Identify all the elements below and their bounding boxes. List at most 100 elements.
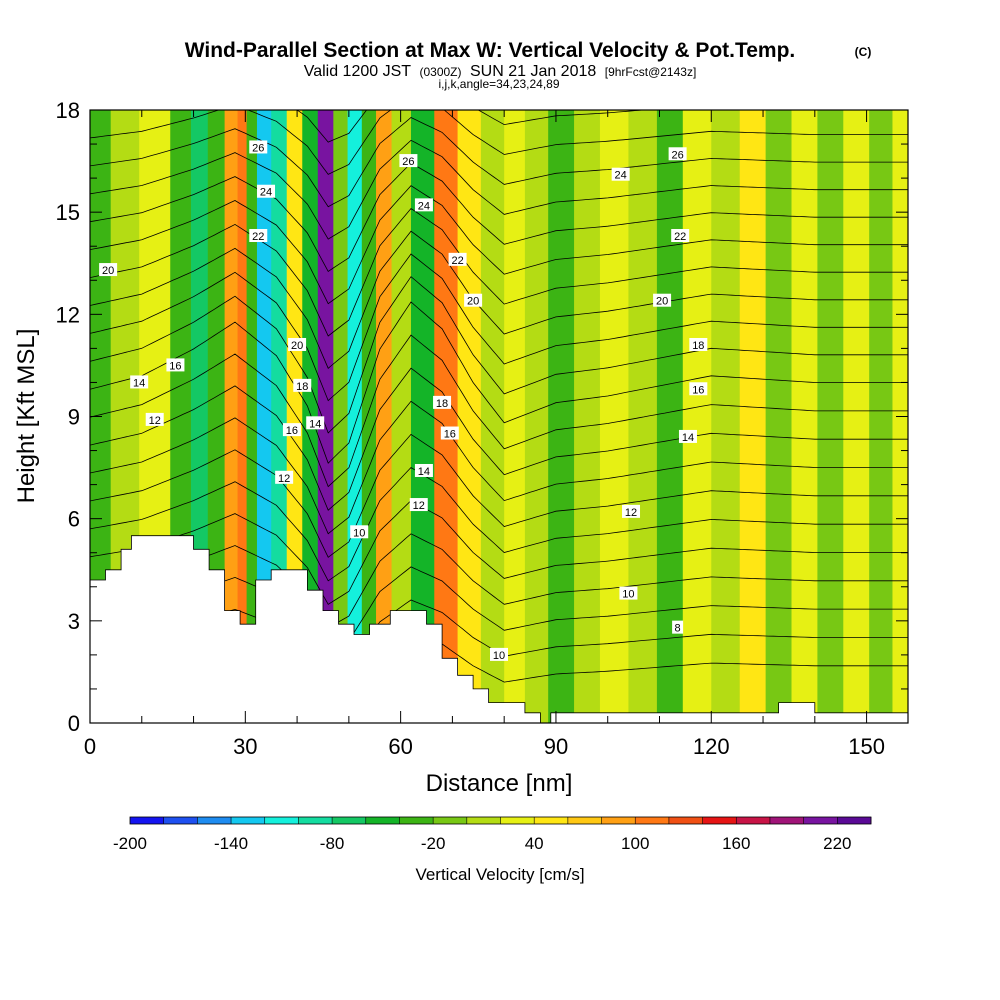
contour-label: 20 — [653, 293, 672, 308]
theta-contour-line — [90, 433, 908, 558]
contour-label-text: 24 — [260, 187, 272, 199]
theta-contour-line — [90, 566, 908, 652]
chart-subtitle: Valid 1200 JST (0300Z) SUN 21 Jan 2018 [… — [304, 63, 697, 80]
contour-label-text: 8 — [675, 623, 681, 635]
velocity-band — [791, 110, 818, 723]
y-tick-label: 9 — [68, 405, 80, 430]
contour-label: 16 — [282, 423, 301, 437]
theta-contour-line — [90, 207, 908, 337]
contour-label: 12 — [622, 504, 641, 519]
contour-label-text: 16 — [286, 425, 298, 437]
contour-label: 12 — [275, 470, 294, 485]
contour-label-text: 20 — [467, 296, 479, 308]
contour-label: 24 — [257, 184, 276, 199]
chart-title: Wind-Parallel Section at Max W: Vertical… — [185, 39, 796, 62]
velocity-band — [224, 110, 239, 723]
y-tick-label: 12 — [56, 302, 80, 327]
contour-label: 12 — [409, 498, 428, 512]
chart-subtitle-indices: i,j,k,angle=34,23,24,89 — [438, 77, 559, 91]
velocity-band — [817, 110, 844, 723]
theta-contour-line — [90, 110, 908, 175]
contour-label: 26 — [668, 147, 687, 161]
colorbar-swatch — [231, 817, 266, 824]
colorbar-swatch — [668, 817, 703, 824]
contour-label-text: 20 — [656, 296, 668, 308]
y-axis-label: Height [Kft MSL] — [13, 329, 40, 504]
contour-label: 24 — [414, 198, 433, 212]
y-tick-label: 15 — [56, 200, 80, 225]
theta-contour-line — [90, 162, 908, 272]
colorbar-swatch — [399, 817, 434, 824]
theta-contour-line — [90, 230, 908, 369]
contour-label-text: 20 — [102, 265, 114, 277]
contour-label: 18 — [433, 395, 452, 410]
contour-label: 16 — [166, 358, 185, 372]
y-tick-label: 6 — [68, 507, 80, 532]
contour-label: 10 — [490, 647, 508, 662]
velocity-band — [682, 110, 712, 723]
contour-label: 10 — [619, 586, 638, 601]
colorbar-tick-label: 100 — [621, 834, 649, 853]
velocity-band — [739, 110, 767, 723]
colorbar-swatch — [601, 817, 636, 824]
colorbar-swatch — [163, 817, 198, 824]
chart-title-suffix: (C) — [855, 45, 872, 59]
velocity-band — [574, 110, 601, 723]
subtitle-utc: (0300Z) — [419, 65, 461, 79]
contour-label-text: 12 — [278, 473, 290, 485]
colorbar-tick-label: -20 — [421, 834, 446, 853]
colorbar: -200 -140 -80 -20 40 100 160 220 — [113, 816, 872, 853]
theta-contour-line — [90, 276, 908, 434]
theta-contour-line — [90, 253, 908, 402]
velocity-band — [347, 110, 363, 723]
x-tick-label: 0 — [84, 734, 96, 759]
contour-label-text: 26 — [252, 142, 264, 154]
terrain — [90, 535, 908, 723]
x-tick-label: 90 — [544, 734, 568, 759]
colorbar-swatch — [264, 817, 299, 824]
theta-contour-line — [90, 466, 908, 582]
contour-label-text: 12 — [625, 507, 637, 519]
subtitle-forecast: [9hrFcst@2143z] — [605, 65, 697, 79]
velocity-band — [246, 110, 258, 723]
contour-label: 26 — [249, 140, 268, 154]
colorbar-swatch — [567, 817, 602, 824]
contour-label: 20 — [464, 293, 483, 308]
x-tick-label: 150 — [848, 734, 885, 759]
contour-label-text: 26 — [402, 156, 414, 168]
contour-label-text: 24 — [418, 200, 430, 212]
velocity-band — [376, 110, 393, 723]
colorbar-swatch — [365, 817, 400, 824]
axes: 0 30 60 90 120 150 0 3 6 9 12 15 18 — [56, 98, 909, 759]
contour-label: 16 — [689, 382, 708, 396]
contour-label-text: 16 — [692, 384, 704, 396]
colorbar-swatch — [702, 817, 737, 824]
y-tick-label: 0 — [68, 711, 80, 736]
velocity-band — [524, 110, 549, 723]
colorbar-swatch — [433, 817, 468, 824]
velocity-band — [765, 110, 793, 723]
contour-label-text: 26 — [671, 149, 683, 161]
theta-contour-line — [90, 301, 908, 464]
theta-contour-line — [90, 117, 908, 208]
theta-contour-line — [90, 334, 908, 488]
velocity-band — [504, 110, 526, 723]
contour-label: 8 — [672, 620, 684, 635]
contour-label-text: 14 — [682, 432, 694, 444]
theta-contour-line — [90, 400, 908, 535]
velocity-band — [843, 110, 870, 723]
theta-contour-line — [90, 367, 908, 511]
colorbar-swatch — [736, 817, 771, 824]
contour-label-text: 20 — [291, 340, 303, 352]
velocity-band — [480, 110, 505, 723]
contour-label-text: 22 — [451, 255, 463, 267]
colorbar-swatch — [803, 817, 838, 824]
contour-label-text: 18 — [436, 398, 448, 410]
contour-labels: 26 24 22 20 16 14 12 20 18 16 14 12 10 26 24 22 20 18 16 14… — [99, 140, 708, 662]
colorbar-swatch — [130, 817, 165, 824]
contour-label: 26 — [399, 154, 418, 168]
velocity-band — [628, 110, 658, 723]
colorbar-swatch — [534, 817, 569, 824]
theta-contour-line — [90, 185, 908, 305]
colorbar-tick-label: 40 — [525, 834, 544, 853]
